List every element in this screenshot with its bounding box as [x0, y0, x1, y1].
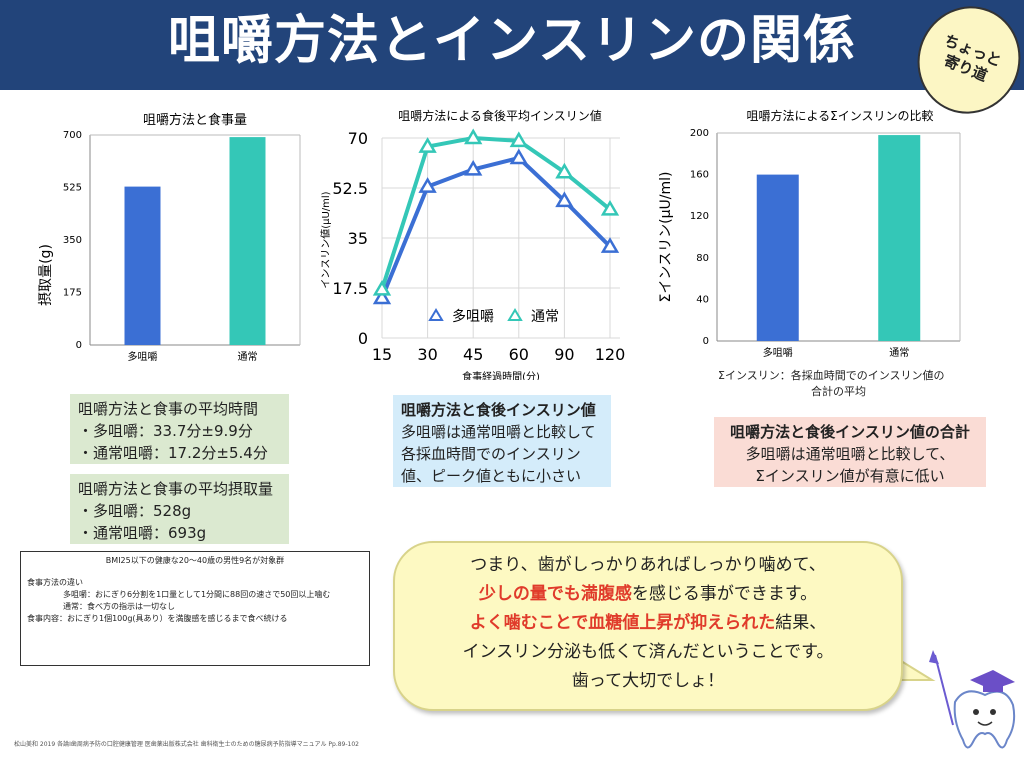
chart2-point-0-5 — [600, 237, 620, 253]
speech-line-2: 少しの量でも満腹感を感じる事ができます。 — [395, 580, 901, 609]
chart2-xtick-0: 15 — [372, 345, 392, 364]
notes-content: 食事内容：おにぎり1個100g(具あり）を満腹感を感じるまで食べ続ける — [27, 614, 288, 623]
chart2-point-1-2 — [464, 128, 483, 145]
insulin-box-line-1: 多咀嚼は通常咀嚼と比較して — [401, 423, 596, 441]
chart3-bar-1 — [878, 135, 921, 341]
sigma-note: Σインスリン：各採血時間でのインスリン値の 合計の平均 — [718, 368, 945, 400]
citation-footer: 松山美和 2019 各論Ⅰ歯周病予防の口腔健康管理 医歯薬出版株式会社 歯科衛生… — [14, 741, 359, 748]
chart2-point-0-2 — [464, 159, 483, 176]
speech-red-2: よく噛むことで血糖値上昇が抑えられた — [469, 613, 776, 633]
chart1-bar-1 — [229, 137, 266, 345]
time-box-title: 咀嚼方法と食事の平均時間 — [78, 400, 259, 418]
insulin-box-line-3: 値、ピーク値ともに小さい — [401, 467, 582, 485]
sum-box-line-2: Σインスリン値が有意に低い — [755, 467, 945, 485]
legend-blue-marker — [428, 308, 444, 321]
sum-box-line-1: 多咀嚼は通常咀嚼と比較して、 — [745, 445, 955, 463]
chart3-category-1: 通常 — [889, 346, 909, 359]
chart1-ylabel: 摂取量(g) — [38, 244, 54, 306]
chart2-legend: 多咀嚼 通常 — [428, 308, 559, 325]
insulin-line-chart: 咀嚼方法による食後平均インスリン値 0 17.5 35 52.5 70 15 30 45 60 9… — [319, 108, 626, 380]
chart2-xtick-2: 45 — [463, 345, 483, 364]
chart3-category-0: 多咀嚼 — [763, 346, 793, 359]
time-box-line-2: ・通常咀嚼：17.2分±5.4分 — [78, 444, 268, 462]
chart1-ytick-0: 0 — [76, 340, 82, 351]
legend-label-1: 多咀嚼 — [452, 308, 494, 325]
chart3-ytick-4: 160 — [690, 170, 709, 181]
chart2-point-0-4 — [555, 191, 574, 208]
sum-summary-box: 咀嚼方法と食後インスリン値の合計 多咀嚼は通常咀嚼と比較して、 Σインスリン値が… — [714, 417, 986, 487]
sigma-note-line-2: 合計の平均 — [811, 385, 866, 398]
speech-line-2-rest: を感じる事ができます。 — [631, 584, 818, 604]
chart2-ytick-3: 52.5 — [332, 179, 368, 198]
chart2-xlabel: 食事経過時間(分) — [462, 370, 540, 380]
chart1-ytick-4: 700 — [63, 130, 82, 141]
chart2-point-1-4 — [555, 162, 574, 179]
chart1-category-1: 通常 — [238, 350, 258, 363]
chart2-ytick-2: 35 — [348, 229, 368, 248]
chart1-bar-0 — [124, 186, 161, 345]
chart1-ytick-3: 525 — [63, 183, 82, 194]
intake-box-title: 咀嚼方法と食事の平均摂取量 — [78, 480, 274, 498]
intake-box-line-2: ・通常咀嚼：693g — [78, 524, 207, 542]
intake-box-line-1: ・多咀嚼：528g — [78, 502, 192, 520]
chart2-point-1-0 — [372, 279, 392, 296]
chart2-ytick-1: 17.5 — [332, 279, 368, 298]
speech-red-1: 少しの量でも満腹感 — [478, 584, 632, 604]
time-box-line-1: ・多咀嚼：33.7分±9.9分 — [78, 422, 253, 440]
sigma-bar-chart: 咀嚼方法によるΣインスリンの比較 0 40 80 120 160 200 多咀嚼 通常 Σイ… — [658, 108, 961, 359]
chart2-point-1-3 — [509, 131, 528, 148]
insulin-box-title: 咀嚼方法と食後インスリン値 — [401, 401, 596, 419]
chart2-ytick-4: 70 — [348, 129, 368, 148]
chart2-point-0-0 — [372, 288, 392, 305]
chart3-bar-0 — [756, 174, 799, 341]
chart2-xtick-3: 60 — [509, 345, 529, 364]
chart2-point-0-3 — [509, 148, 528, 165]
legend-label-2: 通常 — [531, 309, 559, 325]
chart1-title: 咀嚼方法と食事量 — [143, 112, 247, 128]
chart3-title: 咀嚼方法によるΣインスリンの比較 — [747, 108, 934, 123]
chart3-ytick-0: 0 — [703, 336, 709, 347]
page-title: 咀嚼方法とインスリンの関係 — [168, 11, 856, 71]
insulin-summary-box: 咀嚼方法と食後インスリン値 多咀嚼は通常咀嚼と比較して 各採血時間でのインスリン… — [393, 395, 611, 487]
chart2-xtick-1: 30 — [417, 345, 437, 364]
chart2-series-line-0 — [380, 155, 612, 299]
speech-line-3: よく噛むことで血糖値上昇が抑えられた結果、 — [395, 609, 901, 638]
notes-method-label: 食事方法の違い — [27, 578, 83, 587]
intake-bar-chart: 咀嚼方法と食事量 0 175 350 525 700 多咀嚼 通常 摂取量(g) — [30, 100, 330, 370]
speech-line-5: 歯って大切でしょ！ — [571, 671, 725, 691]
sigma-note-line-1: Σインスリン：各採血時間でのインスリン値の — [718, 369, 945, 382]
chart3-ytick-3: 120 — [690, 211, 709, 222]
chart2-point-1-1 — [418, 137, 437, 153]
sum-box-title: 咀嚼方法と食後インスリン値の合計 — [730, 423, 970, 441]
speech-line-3-rest: 結果、 — [775, 613, 827, 633]
time-summary-box: 咀嚼方法と食事の平均時間 ・多咀嚼：33.7分±9.9分 ・通常咀嚼：17.2分… — [70, 394, 289, 464]
chart3-ytick-1: 40 — [696, 294, 709, 305]
chart3-ytick-2: 80 — [696, 253, 709, 264]
speech-line-1: つまり、歯がしっかりあればしっかり噛めて、 — [470, 555, 826, 575]
chart2-title: 咀嚼方法による食後平均インスリン値 — [398, 108, 601, 123]
insulin-box-line-2: 各採血時間でのインスリン — [401, 445, 581, 463]
study-notes-box: BMI25以下の健康な20〜40歳の男性9名が対象群 食事方法の違い 多咀嚼：お… — [20, 551, 370, 666]
legend-teal-marker — [507, 308, 523, 321]
chart3-ytick-5: 200 — [690, 128, 709, 139]
conclusion-speech-bubble: つまり、歯がしっかりあればしっかり噛めて、 少しの量でも満腹感を感じる事ができま… — [393, 541, 903, 711]
chart1-category-0: 多咀嚼 — [128, 350, 158, 363]
chart1-ytick-1: 175 — [63, 288, 82, 299]
header-bar — [0, 0, 1024, 90]
chart2-xtick-5: 120 — [595, 345, 626, 364]
chart1-ytick-2: 350 — [63, 235, 82, 246]
chart2-ytick-0: 0 — [358, 329, 368, 348]
notes-method-2: 通常：食べ方の指示は一切なし — [63, 602, 175, 611]
tooth-mascot-icon — [929, 650, 1016, 749]
chart2-xtick-4: 90 — [554, 345, 574, 364]
chart2-point-0-1 — [418, 177, 437, 193]
chart2-point-1-5 — [600, 199, 620, 216]
notes-subject: BMI25以下の健康な20〜40歳の男性9名が対象群 — [105, 556, 285, 565]
chart2-ylabel: インスリン値(μU/ml) — [319, 191, 332, 288]
chart3-ylabel: Σインスリン(μU/ml) — [658, 172, 674, 303]
speech-line-4: インスリン分泌も低くて済んだということです。 — [462, 642, 834, 662]
notes-method-1: 多咀嚼：おにぎり6分割を1口量として1分間に88回の速さで50回以上噛む — [63, 590, 331, 599]
intake-summary-box: 咀嚼方法と食事の平均摂取量 ・多咀嚼：528g ・通常咀嚼：693g — [70, 474, 289, 544]
